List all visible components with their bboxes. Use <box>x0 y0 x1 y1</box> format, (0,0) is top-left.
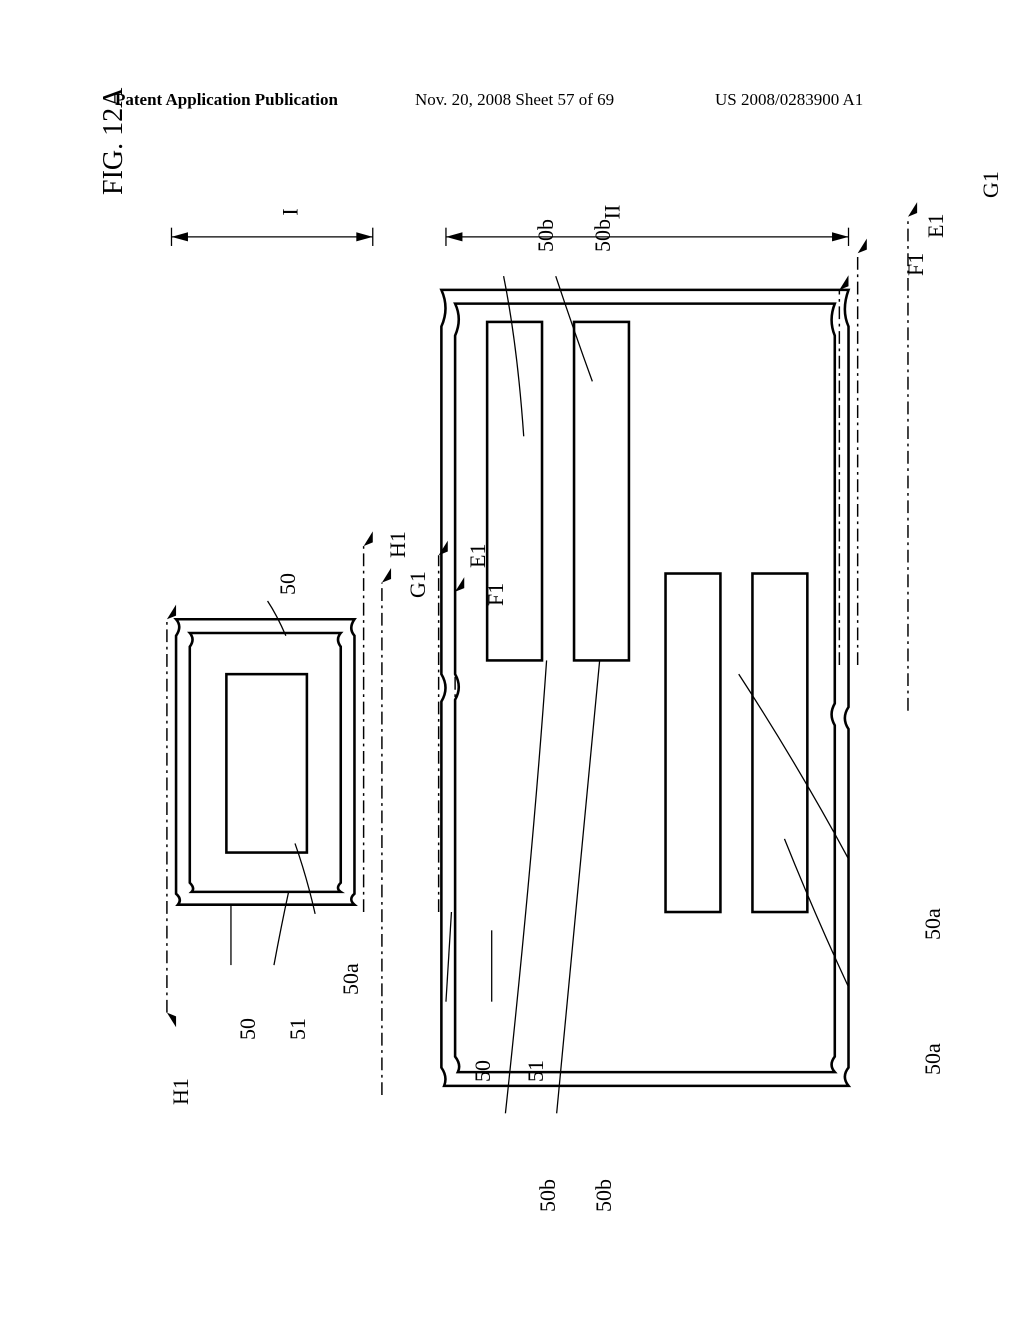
callout-50a-c: 50a <box>920 908 946 940</box>
label-G1-l: G1 <box>405 571 431 598</box>
callout-50b-2: 50b <box>590 219 616 252</box>
header-left: Patent Application Publication <box>115 90 338 110</box>
callout-lines <box>231 276 849 1113</box>
header-mid: Nov. 20, 2008 Sheet 57 of 69 <box>415 90 614 110</box>
region-I-label: I <box>278 208 304 215</box>
callout-50-b: 50 <box>235 1018 261 1040</box>
region-II-label: II <box>599 205 625 220</box>
figure-12a: FIG. 12A I II 50 50 51 50a 50b 50b 50b 5… <box>80 140 940 1190</box>
callout-50-a: 50 <box>275 573 301 595</box>
label-F1-l: F1 <box>483 583 509 606</box>
small-block <box>176 619 354 904</box>
callout-50b-1: 50b <box>533 219 559 252</box>
large-block <box>441 290 848 1086</box>
callout-51-b: 51 <box>523 1060 549 1082</box>
section-lines <box>167 217 908 1095</box>
label-G1-r: G1 <box>978 171 1004 198</box>
callout-50a-a: 50a <box>338 963 364 995</box>
callout-50-c: 50 <box>470 1060 496 1082</box>
region-arrow-I <box>171 228 372 246</box>
figure-svg <box>80 140 940 1190</box>
label-E1-l: E1 <box>465 544 491 568</box>
callout-51-a: 51 <box>285 1018 311 1040</box>
callout-50b-3: 50b <box>535 1179 561 1212</box>
region-arrow-II <box>446 228 849 246</box>
figure-label: FIG. 12A <box>98 88 130 195</box>
callout-50b-4: 50b <box>591 1179 617 1212</box>
label-H1-l: H1 <box>168 1078 194 1105</box>
label-H1-r: H1 <box>385 531 411 558</box>
label-E1-r: E1 <box>923 214 949 238</box>
callout-50a-b: 50a <box>920 1043 946 1075</box>
label-F1-r: F1 <box>903 253 929 276</box>
header-right: US 2008/0283900 A1 <box>715 90 863 110</box>
